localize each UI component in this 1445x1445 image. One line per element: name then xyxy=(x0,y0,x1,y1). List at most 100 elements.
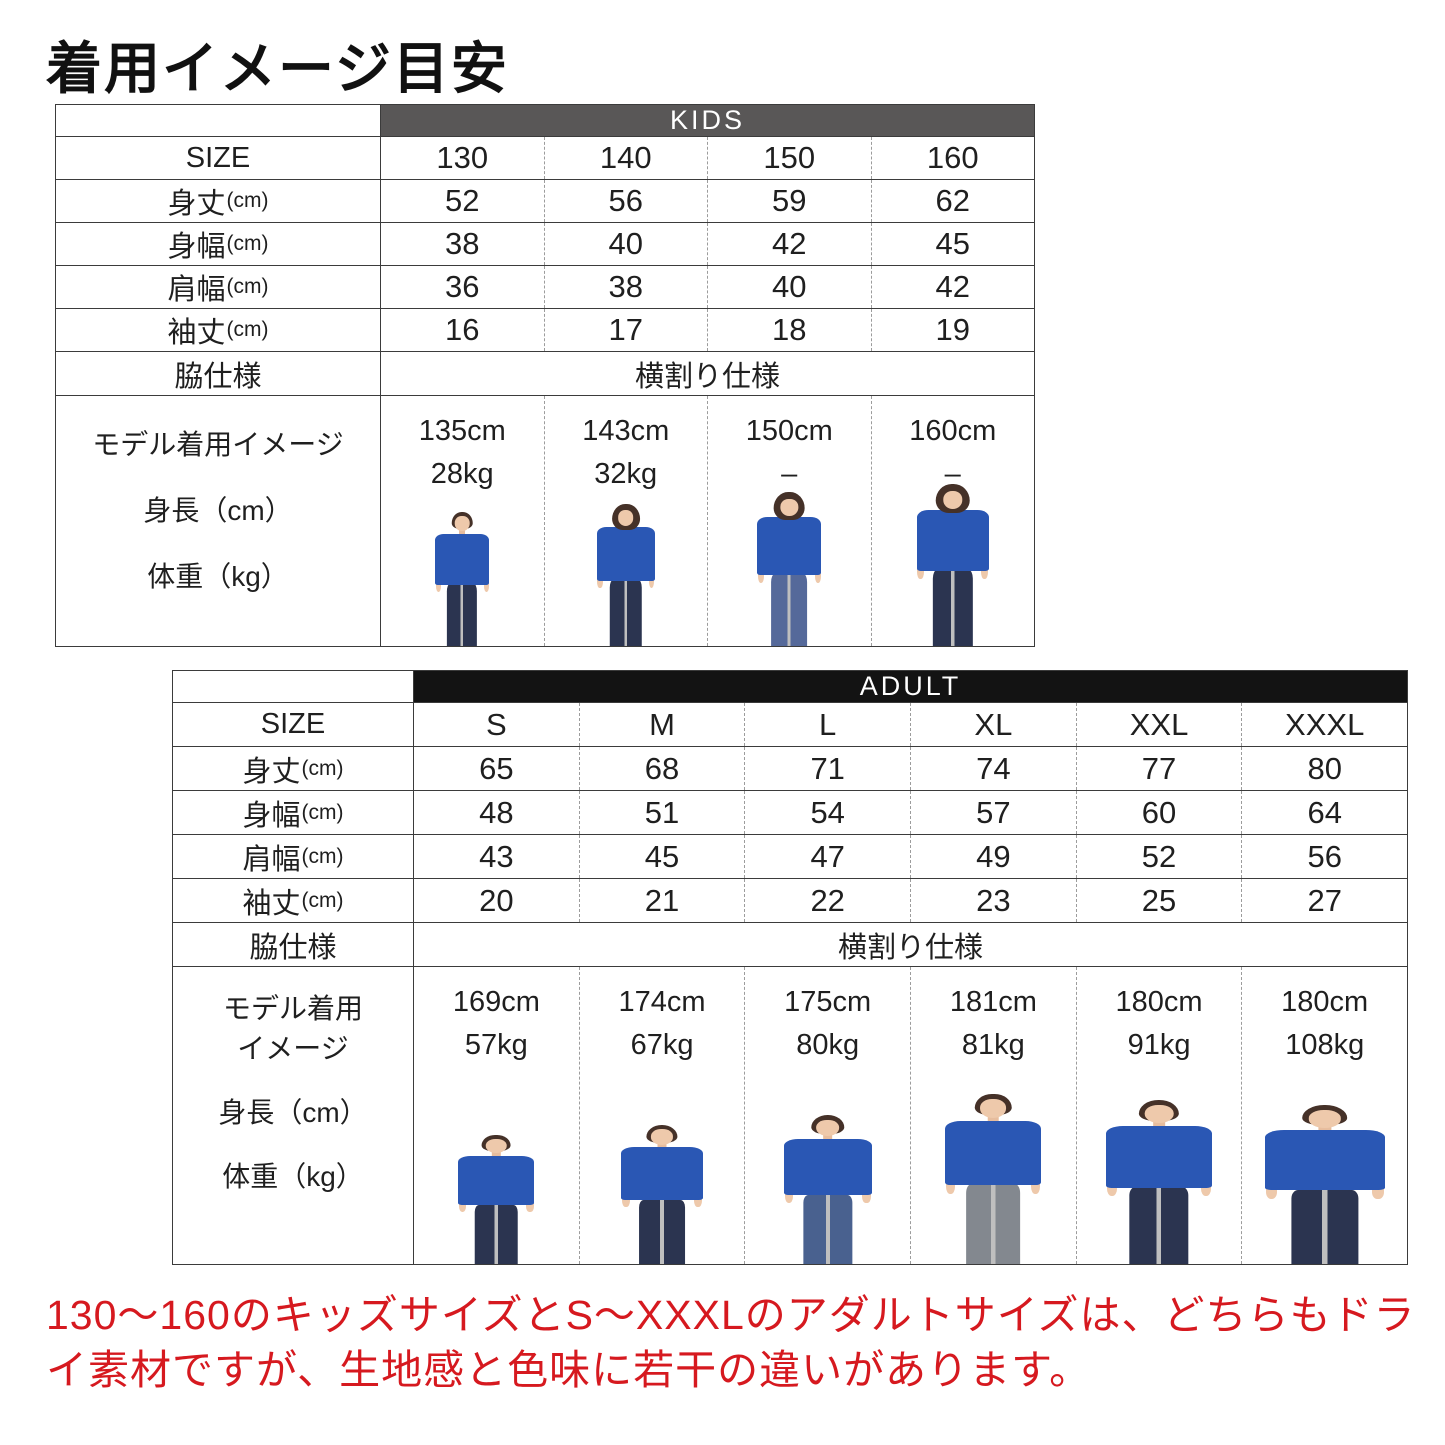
model-legs xyxy=(966,1184,1021,1264)
adult-size-row: SIZE S M L XL XXL XXXL xyxy=(173,702,1407,746)
footnote-text: 130〜160のキッズサイズとS〜XXXLのアダルトサイズは、どちらもドライ素材… xyxy=(46,1292,1416,1393)
adult-model-cell-s: 169cm 57kg xyxy=(414,967,579,1264)
measure-kanji: 袖丈 xyxy=(167,317,226,349)
adult-measure-value: 47 xyxy=(744,835,910,878)
adult-size-value: L xyxy=(744,703,910,746)
measure-unit: (cm) xyxy=(226,318,269,341)
kids-header-empty-cell xyxy=(56,105,381,136)
measure-unit: (cm) xyxy=(301,756,344,780)
adult-measure-value: 60 xyxy=(1075,791,1242,834)
adult-measure-value: 25 xyxy=(1075,879,1242,922)
kids-measure-value: 36 xyxy=(445,269,480,304)
adult-measure-label: 肩幅 (cm) xyxy=(173,835,414,878)
model-neck xyxy=(459,529,466,535)
model-legs xyxy=(639,1199,685,1264)
model-photo xyxy=(621,1125,703,1264)
kids-model-cell-130: 135cm 28kg xyxy=(381,396,544,646)
kids-measure-value: 40 xyxy=(707,266,871,308)
model-stats: 174cm 67kg xyxy=(580,967,745,1067)
kids-measure-value: 19 xyxy=(870,309,1035,351)
model-label-line: モデル着用 xyxy=(222,993,363,1024)
adult-measure-label: 袖丈 (cm) xyxy=(173,879,414,922)
kids-size-table: KIDS SIZE 130 140 150 160 身丈 (cm) 52 56 5… xyxy=(55,104,1035,647)
adult-size-value: XXXL xyxy=(1241,703,1407,746)
adult-measure-value: 21 xyxy=(578,879,745,922)
kids-measure-label: 肩幅 (cm) xyxy=(56,266,381,308)
model-label-line: イメージ xyxy=(237,1033,349,1064)
adult-size-value: S xyxy=(485,706,507,742)
adult-measure-value: 65 xyxy=(479,750,514,786)
adult-measure-value: 52 xyxy=(1075,835,1242,878)
tshirt-graphic xyxy=(458,1155,535,1206)
kids-measure-value: 42 xyxy=(870,266,1035,308)
model-legs xyxy=(932,570,973,646)
model-height: 180cm xyxy=(1281,986,1369,1018)
kids-model-cell-150: 150cm – xyxy=(707,396,871,646)
model-stats: 160cm – xyxy=(872,396,1035,496)
model-photo xyxy=(435,512,490,646)
model-legs xyxy=(475,1204,518,1264)
model-face xyxy=(1308,1110,1341,1128)
kids-side-spec-value: 横割り仕様 xyxy=(634,360,780,393)
measure-unit: (cm) xyxy=(301,888,344,912)
model-photo xyxy=(458,1135,535,1264)
model-weight: 81kg xyxy=(961,1029,1025,1061)
adult-size-value: XXL xyxy=(1075,703,1242,746)
adult-model-row: モデル着用 イメージ 身長（cm） 体重（kg） 169cm 57kg 174c… xyxy=(173,966,1407,1264)
kids-size-value: 140 xyxy=(543,137,708,179)
measure-unit: (cm) xyxy=(226,275,269,298)
model-stats: 180cm 108kg xyxy=(1242,967,1407,1067)
model-photo xyxy=(783,1115,872,1264)
adult-measure-value: 43 xyxy=(479,838,514,874)
kids-side-spec-label: 脇仕様 xyxy=(56,352,381,395)
adult-measure-value: 45 xyxy=(578,835,745,878)
kids-measure-value: 38 xyxy=(445,226,480,261)
adult-measure-value: 71 xyxy=(744,747,910,790)
adult-size-row-label: SIZE xyxy=(173,703,414,746)
model-photo xyxy=(1106,1100,1213,1264)
model-weight: 28kg xyxy=(430,458,494,490)
tshirt-graphic xyxy=(916,509,989,572)
model-label-line: モデル着用イメージ xyxy=(92,429,344,460)
model-stats: 175cm 80kg xyxy=(745,967,910,1067)
adult-measure-label: 身幅 (cm) xyxy=(173,791,414,834)
model-face xyxy=(650,1129,674,1145)
kids-header-bar: KIDS xyxy=(381,105,1034,136)
adult-measure-value: 56 xyxy=(1241,835,1407,878)
kids-size-value: 150 xyxy=(707,137,871,179)
model-stats: 180cm 91kg xyxy=(1077,967,1242,1067)
kids-measure-value: 18 xyxy=(707,309,871,351)
model-height: 181cm xyxy=(949,986,1037,1018)
adult-model-cell-xxl: 180cm 91kg xyxy=(1075,967,1242,1264)
model-label-line: 身長（cm） xyxy=(218,1097,368,1128)
adult-header-empty-cell xyxy=(173,671,414,702)
model-weight: 91kg xyxy=(1127,1029,1191,1061)
adult-measure-value: 51 xyxy=(578,791,745,834)
adult-model-cell-xxxl: 180cm 108kg xyxy=(1241,967,1407,1264)
adult-measure-value: 49 xyxy=(910,835,1076,878)
adult-model-cell-l: 175cm 80kg xyxy=(744,967,910,1264)
model-weight: 67kg xyxy=(630,1029,694,1061)
model-weight: 57kg xyxy=(464,1029,528,1061)
measure-kanji: 身丈 xyxy=(167,188,226,220)
adult-side-spec-row: 脇仕様 横割り仕様 xyxy=(173,922,1407,966)
kids-model-cell-160: 160cm – xyxy=(870,396,1035,646)
model-weight: 80kg xyxy=(796,1029,860,1061)
adult-measure-value: 22 xyxy=(744,879,910,922)
adult-model-row-label: モデル着用 イメージ 身長（cm） 体重（kg） xyxy=(173,967,414,1264)
model-weight: 32kg xyxy=(594,458,658,490)
model-height: 180cm xyxy=(1115,986,1203,1018)
adult-measure-value: 68 xyxy=(578,747,745,790)
model-neck xyxy=(822,1134,833,1141)
kids-size-value: 160 xyxy=(870,137,1035,179)
model-label-line: 体重（kg） xyxy=(147,561,289,592)
kids-measure-label: 袖丈 (cm) xyxy=(56,309,381,351)
tshirt-graphic xyxy=(757,516,822,575)
model-stats: 169cm 57kg xyxy=(414,967,579,1067)
measure-unit: (cm) xyxy=(301,844,344,868)
kids-measure-value: 17 xyxy=(543,309,708,351)
kids-measure-value: 38 xyxy=(543,266,708,308)
kids-measure-value: 62 xyxy=(870,180,1035,222)
model-face xyxy=(1144,1105,1174,1124)
model-weight: 108kg xyxy=(1285,1029,1365,1061)
